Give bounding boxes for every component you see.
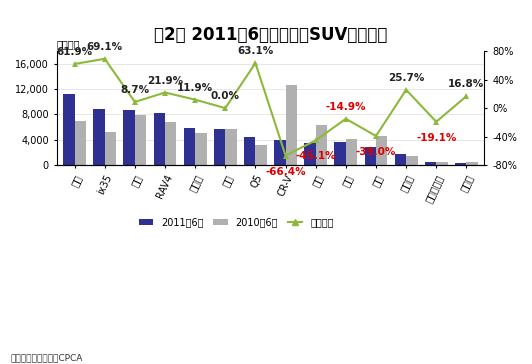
Bar [135, 115, 146, 165]
Text: 8.7%: 8.7% [120, 85, 149, 95]
Legend: 2011年6月, 2010年6月, 同比增长: 2011年6月, 2010年6月, 同比增长 [135, 214, 338, 231]
Text: 来源：盖世汽车网，CPCA: 来源：盖世汽车网，CPCA [11, 353, 83, 362]
Bar [274, 140, 286, 165]
Bar [376, 136, 387, 165]
Bar [335, 142, 346, 165]
Text: 0.0%: 0.0% [211, 91, 240, 101]
Text: -19.1%: -19.1% [416, 133, 456, 143]
Bar [184, 128, 195, 165]
Bar [154, 112, 165, 165]
Text: -66.4%: -66.4% [265, 167, 306, 177]
Text: -14.9%: -14.9% [326, 102, 366, 112]
Bar [63, 94, 74, 165]
Bar [346, 139, 358, 165]
Bar [165, 122, 177, 165]
Bar [304, 143, 315, 165]
Text: 21.9%: 21.9% [147, 76, 183, 86]
Text: 61.9%: 61.9% [56, 47, 93, 57]
Bar [74, 122, 86, 165]
Text: 单位：辆: 单位：辆 [56, 39, 80, 49]
Text: 11.9%: 11.9% [177, 83, 213, 93]
Bar [406, 157, 418, 165]
Bar [105, 132, 116, 165]
Bar [467, 162, 478, 165]
Bar [244, 137, 255, 165]
Bar [286, 85, 297, 165]
Bar [315, 125, 327, 165]
Bar [455, 163, 467, 165]
Bar [195, 133, 206, 165]
Bar [395, 154, 406, 165]
Bar [123, 110, 135, 165]
Text: 16.8%: 16.8% [448, 79, 485, 89]
Bar [225, 129, 237, 165]
Bar [436, 162, 448, 165]
Text: 63.1%: 63.1% [237, 46, 273, 56]
Bar [364, 147, 376, 165]
Text: 69.1%: 69.1% [87, 42, 123, 52]
Text: -39.0%: -39.0% [356, 147, 396, 157]
Text: 25.7%: 25.7% [388, 73, 425, 83]
Title: 图2： 2011年6月国产外资SUV销量排名: 图2： 2011年6月国产外资SUV销量排名 [154, 26, 387, 44]
Bar [255, 145, 267, 165]
Text: -45.1%: -45.1% [295, 151, 336, 162]
Bar [214, 129, 225, 165]
Bar [93, 110, 105, 165]
Bar [425, 162, 436, 165]
